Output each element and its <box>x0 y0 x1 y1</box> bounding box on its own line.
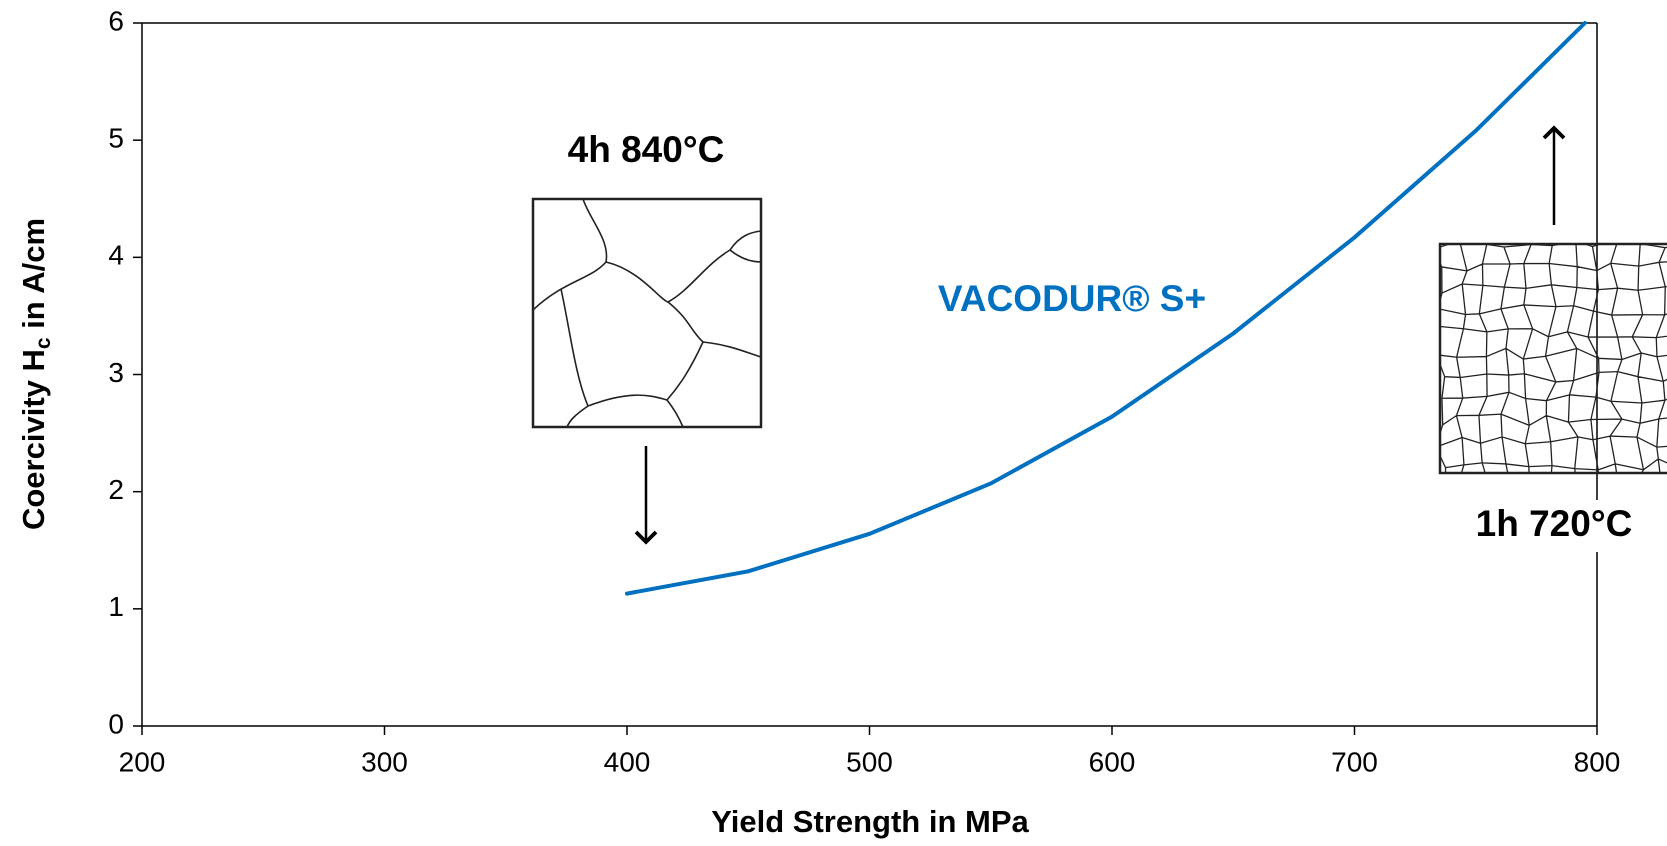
microstructure-coarse <box>531 197 763 429</box>
y-tick-label: 5 <box>108 123 124 154</box>
axes: 0 1 2 3 4 5 6 200 300 400 500 600 700 800 <box>108 5 1620 777</box>
x-tick-label: 600 <box>1089 746 1136 777</box>
label-background <box>1460 500 1650 552</box>
x-tick-label: 300 <box>361 746 408 777</box>
y-axis-title-part: in A/cm <box>16 218 51 337</box>
x-tick-label: 500 <box>846 746 893 777</box>
annotation: 4h 840°C <box>568 129 725 170</box>
annotation: 1h 720°C <box>1476 503 1633 544</box>
y-tick-label: 0 <box>108 708 124 739</box>
y-tick-label: 3 <box>108 357 124 388</box>
series-label: VACODUR® S+ <box>938 278 1206 319</box>
y-axis-title: Coercivity Hc in A/cm <box>16 218 54 530</box>
microstructure-fine <box>1438 242 1667 475</box>
x-tick-label: 200 <box>119 746 166 777</box>
x-tick-label: 700 <box>1331 746 1378 777</box>
series-line <box>625 21 1587 596</box>
x-tick-label: 400 <box>604 746 651 777</box>
plot: VACODUR® S+ <box>625 21 1587 596</box>
y-tick-label: 4 <box>108 240 124 271</box>
y-tick-label: 6 <box>108 5 124 36</box>
x-axis-title: Yield Strength in MPa <box>711 804 1029 839</box>
y-tick-label: 1 <box>108 591 124 622</box>
y-axis-title-sub: c <box>32 337 55 349</box>
x-tick-label: 800 <box>1574 746 1621 777</box>
grain-boundaries <box>1440 244 1667 473</box>
y-axis-title-part: Coercivity H <box>16 349 51 530</box>
y-tick-label: 2 <box>108 474 124 505</box>
